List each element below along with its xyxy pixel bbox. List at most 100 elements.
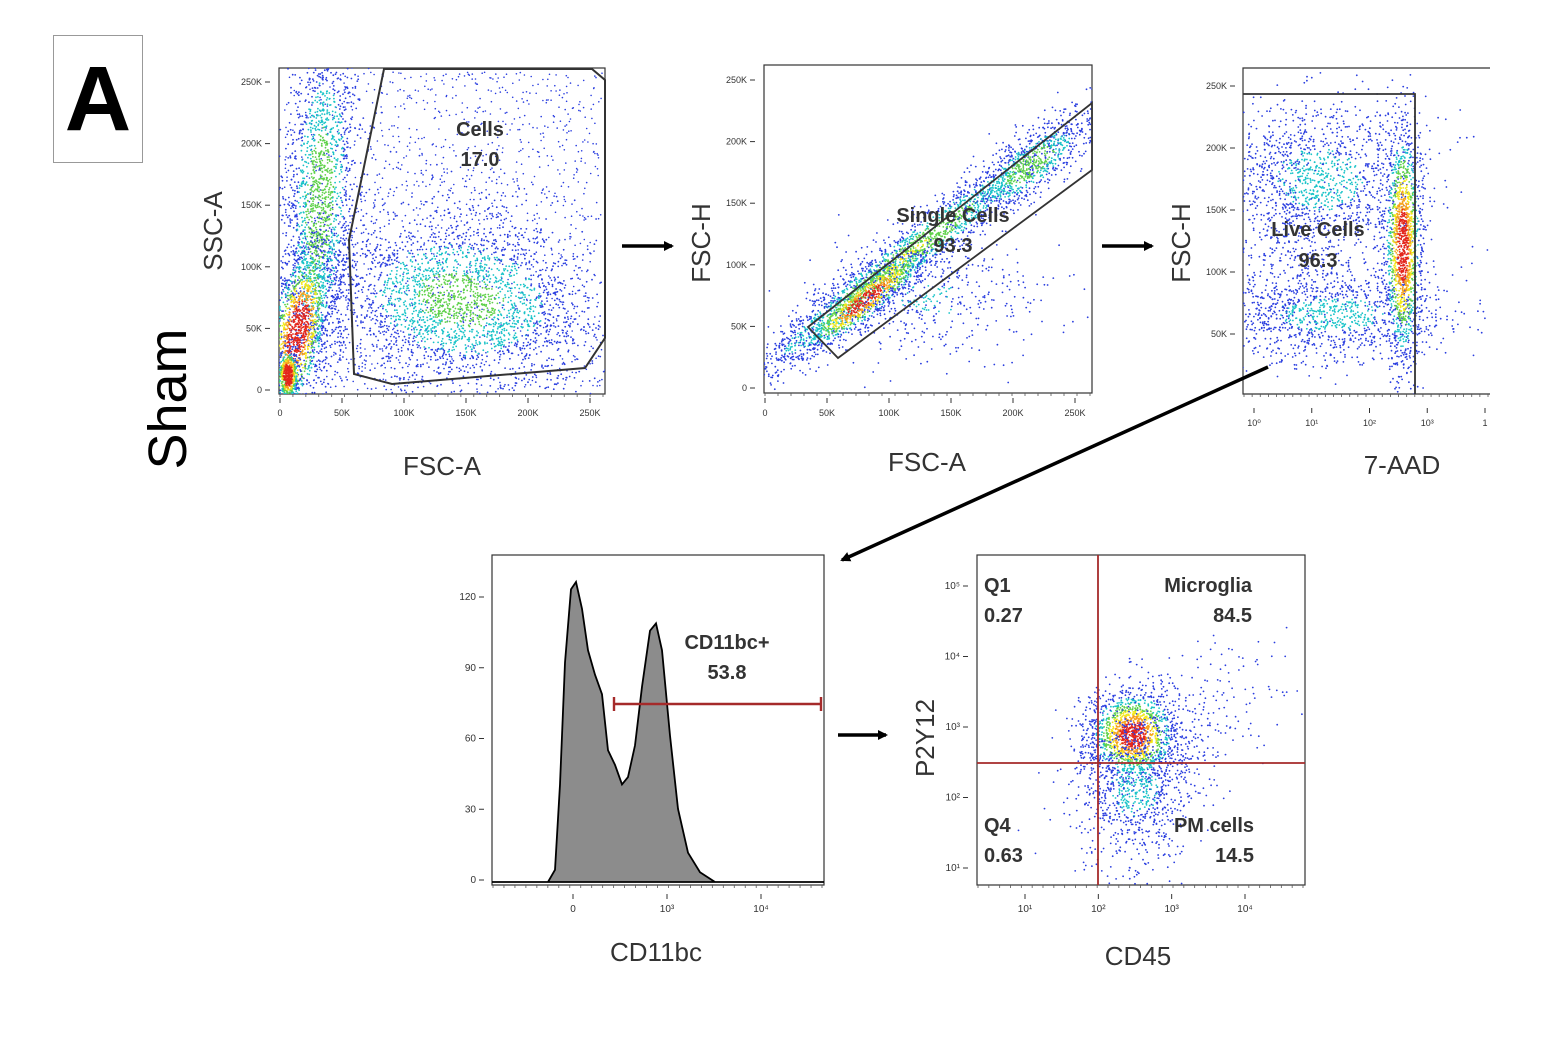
- event-dot: [383, 333, 385, 336]
- event-dot: [326, 255, 329, 258]
- event-dot: [487, 89, 490, 91]
- event-dot: [304, 183, 306, 186]
- event-dot: [451, 78, 454, 80]
- event-dot: [546, 291, 549, 294]
- event-dot: [597, 154, 599, 156]
- event-dot: [333, 278, 336, 281]
- event-dot: [338, 358, 341, 361]
- event-dot: [402, 225, 405, 228]
- event-dot: [276, 319, 278, 321]
- event-dot: [353, 144, 356, 146]
- event-dot: [458, 293, 461, 295]
- event-dot: [337, 30, 339, 32]
- event-dot: [320, 340, 323, 342]
- event-dot: [319, 38, 321, 40]
- event-dot: [595, 201, 598, 204]
- event-dot: [540, 302, 542, 304]
- event-dot: [525, 354, 528, 357]
- event-dot: [497, 377, 500, 379]
- event-dot: [436, 260, 438, 263]
- event-dot: [437, 272, 439, 274]
- event-dot: [328, 32, 330, 34]
- event-dot: [326, 282, 329, 285]
- event-dot: [497, 326, 500, 328]
- event-dot: [477, 332, 480, 334]
- event-dot: [487, 240, 490, 243]
- event-dot: [376, 174, 379, 176]
- event-dot: [419, 308, 422, 311]
- event-dot: [490, 370, 493, 373]
- event-dot: [447, 212, 450, 215]
- event-dot: [454, 337, 456, 339]
- event-dot: [490, 295, 492, 298]
- event-dot: [443, 241, 446, 244]
- event-dot: [451, 97, 454, 99]
- event-dot: [585, 127, 588, 130]
- event-dot: [351, 265, 354, 268]
- event-dot: [432, 292, 435, 295]
- event-dot: [318, 152, 320, 155]
- event-dot: [330, 252, 333, 255]
- event-dot: [464, 329, 466, 332]
- event-dot: [474, 110, 477, 112]
- event-dot: [442, 156, 445, 159]
- event-dot: [511, 322, 514, 325]
- event-dot: [363, 72, 365, 75]
- event-dot: [421, 258, 423, 260]
- event-dot: [536, 212, 538, 215]
- event-dot: [511, 306, 514, 308]
- event-dot: [500, 194, 503, 197]
- event-dot: [494, 349, 496, 352]
- event-dot: [417, 295, 420, 298]
- event-dot: [432, 143, 435, 145]
- event-dot: [472, 248, 475, 251]
- event-dot: [533, 229, 535, 232]
- event-dot: [483, 304, 486, 307]
- event-dot: [441, 175, 443, 177]
- event-dot: [449, 366, 451, 369]
- event-dot: [344, 185, 347, 188]
- event-dot: [392, 71, 394, 73]
- event-dot: [319, 169, 322, 172]
- event-dot: [455, 314, 458, 317]
- event-dot: [300, 182, 303, 185]
- event-dot: [579, 110, 582, 112]
- event-dot: [315, 226, 317, 229]
- event-dot: [430, 289, 433, 292]
- event-dot: [471, 348, 473, 351]
- event-dot: [488, 364, 491, 367]
- event-dot: [508, 273, 511, 276]
- event-dot: [533, 214, 535, 216]
- event-dot: [355, 320, 357, 322]
- event-dot: [413, 184, 416, 186]
- event-dot: [370, 307, 373, 309]
- event-dot: [395, 319, 397, 321]
- event-dot: [496, 330, 498, 333]
- event-dot: [491, 141, 494, 144]
- event-dot: [310, 176, 313, 178]
- event-dot: [370, 311, 373, 314]
- event-dot: [455, 225, 458, 228]
- event-dot: [515, 191, 517, 193]
- event-dot: [403, 311, 406, 313]
- event-dot: [329, 241, 332, 243]
- event-dot: [343, 176, 346, 179]
- event-dot: [516, 340, 519, 343]
- event-dot: [319, 286, 322, 289]
- event-dot: [453, 310, 455, 313]
- event-dot: [289, 155, 292, 158]
- event-dot: [360, 198, 362, 200]
- event-dot: [425, 351, 427, 353]
- event-dot: [557, 332, 560, 334]
- event-dot: [448, 234, 450, 237]
- event-dot: [370, 292, 372, 295]
- event-dot: [535, 353, 538, 355]
- event-dot: [448, 353, 451, 356]
- event-dot: [529, 92, 531, 94]
- event-dot: [303, 359, 305, 362]
- event-dot: [383, 372, 385, 375]
- event-dot: [481, 358, 484, 361]
- event-dot: [407, 371, 409, 374]
- event-dot: [336, 341, 339, 344]
- event-dot: [595, 143, 598, 145]
